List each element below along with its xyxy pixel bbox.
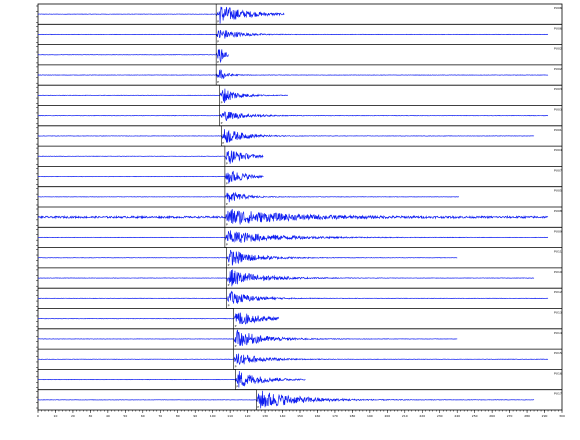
waveform-trace	[37, 329, 458, 346]
waveform-trace	[37, 390, 535, 409]
station-label: PU02	[554, 67, 562, 71]
plot-frame	[36, 3, 563, 411]
phase-label: P	[235, 364, 237, 368]
phase-label: P	[235, 344, 237, 348]
station-label: PU06	[554, 26, 562, 30]
x-tick-label: 90	[193, 414, 197, 418]
waveform-trace	[37, 6, 285, 24]
x-tick-label: 50	[123, 414, 127, 418]
x-tick-label: 0	[37, 414, 39, 418]
station-label: PU04	[554, 148, 562, 152]
x-tick-label: 60	[141, 414, 145, 418]
station-label: PU03	[554, 108, 562, 112]
phase-label: P	[257, 405, 259, 409]
phase-label: P	[228, 263, 230, 267]
x-tick-label: 240	[454, 414, 460, 418]
station-label: PU05	[554, 189, 562, 193]
x-tick-label: 130	[262, 414, 268, 418]
x-tick-label: 260	[489, 414, 495, 418]
phase-label: P	[221, 121, 223, 125]
x-tick-label: 100	[210, 414, 216, 418]
x-tick-label: 300	[559, 414, 565, 418]
waveform-trace	[37, 111, 549, 121]
x-tick-label: 150	[297, 414, 303, 418]
phase-label: P	[217, 60, 219, 64]
waveform-trace	[37, 191, 459, 203]
waveform-trace	[37, 49, 229, 64]
x-tick-label: 290	[542, 414, 548, 418]
waveform-trace	[37, 269, 535, 287]
waveform-trace	[37, 353, 549, 366]
phase-label: P	[235, 324, 237, 328]
station-label: PU01	[554, 128, 562, 132]
station-label: PU15	[554, 351, 562, 355]
phase-label: P	[226, 222, 228, 226]
station-label: PU11	[554, 250, 562, 254]
x-tick-label: 220	[419, 414, 425, 418]
x-tick-label: 120	[245, 414, 251, 418]
station-label: PU13	[554, 311, 562, 315]
waveform-trace	[37, 208, 549, 225]
waveform-trace	[37, 29, 549, 39]
station-label: PU03	[554, 87, 562, 91]
x-tick-label: 280	[524, 414, 530, 418]
x-tick-label: 250	[472, 414, 478, 418]
x-tick-label: 20	[71, 414, 75, 418]
x-tick-label: 160	[315, 414, 321, 418]
x-tick-label: 170	[332, 414, 338, 418]
phase-label: P	[226, 243, 228, 247]
x-tick-label: 210	[402, 414, 408, 418]
x-tick-label: 200	[384, 414, 390, 418]
x-tick-label: 40	[106, 414, 110, 418]
phase-label: P	[228, 304, 230, 308]
phase-label: P	[226, 202, 228, 206]
phase-label: P	[236, 385, 238, 389]
waveform-trace	[37, 150, 264, 164]
waveform-trace	[37, 312, 280, 325]
x-tick-label: 140	[280, 414, 286, 418]
x-tick-label: 190	[367, 414, 373, 418]
station-label: PU09	[554, 229, 562, 233]
station-label: PU16	[554, 371, 562, 375]
station-label: PU08	[554, 209, 562, 213]
phase-label: P	[217, 40, 219, 44]
trace-group: PU06 P PU06 P PU02 P PU02 P PU03 P PU03 P PU01 P PU04 P…	[37, 4, 562, 410]
x-tick-label: 230	[437, 414, 443, 418]
station-label: PU14	[554, 331, 562, 335]
waveform-trace	[38, 370, 306, 388]
waveform-trace	[37, 69, 549, 80]
x-axis: 0 10 20 30 40 50 60 70 80 90 100 110 120 130 140 150 160…	[37, 410, 565, 418]
station-label: PU06	[554, 6, 562, 10]
station-label: PU02	[554, 47, 562, 51]
station-label: PU07	[554, 168, 562, 172]
phase-label: P	[222, 141, 224, 145]
station-label: PU17	[554, 392, 562, 396]
waveform-trace	[37, 290, 549, 304]
onset-pick-line	[215, 4, 257, 410]
x-tick-label: 80	[176, 414, 180, 418]
phase-label: P	[226, 182, 228, 186]
phase-label: P	[226, 161, 228, 165]
x-tick-label: 110	[227, 414, 233, 418]
waveform-trace	[37, 88, 289, 104]
phase-label: P	[217, 80, 219, 84]
phase-label: P	[228, 283, 230, 287]
x-tick-label: 70	[158, 414, 162, 418]
waveform-trace	[37, 249, 458, 266]
waveform-trace	[37, 230, 549, 244]
x-tick-label: 30	[88, 414, 92, 418]
phase-label: P	[221, 101, 223, 105]
phase-label: P	[217, 19, 219, 23]
station-label: PU10	[554, 270, 562, 274]
waveform-trace	[37, 129, 535, 143]
x-tick-label: 180	[350, 414, 356, 418]
x-tick-label: 10	[54, 414, 58, 418]
station-label: PU12	[554, 290, 562, 294]
waveform-trace	[37, 170, 264, 184]
x-tick-label: 270	[507, 414, 513, 418]
